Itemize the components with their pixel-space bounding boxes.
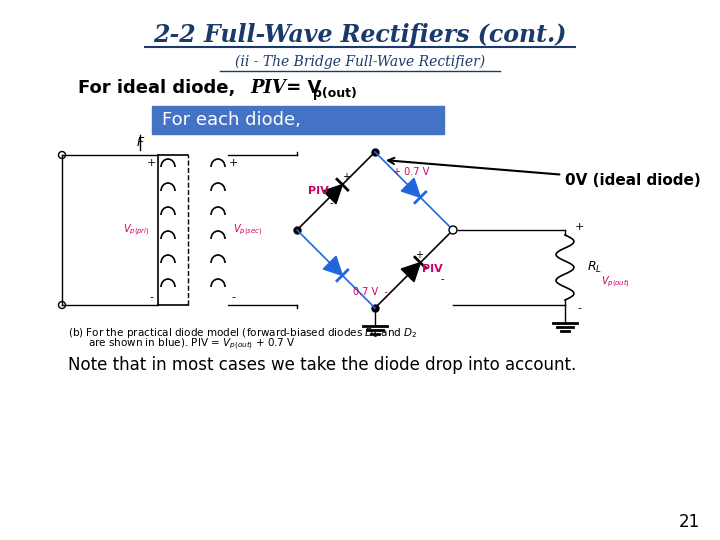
Text: +: + — [342, 172, 350, 182]
Text: = V: = V — [280, 79, 321, 97]
Text: $V_{p(out)}$: $V_{p(out)}$ — [601, 275, 630, 290]
Text: PIV: PIV — [307, 186, 328, 196]
Text: -: - — [149, 292, 153, 302]
Text: are shown in blue). PIV = $V_{p(out)}$ + 0.7 V: are shown in blue). PIV = $V_{p(out)}$ +… — [88, 336, 295, 352]
Text: F: F — [136, 137, 143, 150]
Text: 0.7 V  -: 0.7 V - — [353, 287, 387, 297]
Polygon shape — [323, 256, 343, 275]
Polygon shape — [401, 262, 420, 282]
Text: Note that in most cases we take the diode drop into account.: Note that in most cases we take the diod… — [68, 356, 576, 374]
Text: 0V (ideal diode): 0V (ideal diode) — [388, 158, 701, 188]
Text: +: + — [575, 222, 584, 232]
Text: PIV: PIV — [422, 264, 442, 274]
Text: -: - — [231, 292, 235, 302]
Text: +: + — [415, 250, 423, 260]
Circle shape — [449, 226, 457, 234]
Text: 2-2 Full-Wave Rectifiers (cont.): 2-2 Full-Wave Rectifiers (cont.) — [153, 23, 567, 47]
Polygon shape — [401, 178, 420, 197]
FancyBboxPatch shape — [152, 106, 444, 134]
Text: +: + — [228, 158, 238, 168]
Text: -: - — [329, 198, 333, 208]
Text: $R_L$: $R_L$ — [587, 260, 602, 275]
Text: $V_{p(sec)}$: $V_{p(sec)}$ — [233, 222, 263, 238]
Text: +: + — [146, 158, 156, 168]
Text: $V_{p(pri)}$: $V_{p(pri)}$ — [122, 222, 149, 238]
Text: p(out): p(out) — [313, 86, 357, 99]
Text: 21: 21 — [679, 513, 700, 531]
Text: -: - — [577, 303, 581, 313]
Text: For each diode,: For each diode, — [162, 111, 301, 129]
Text: PIV: PIV — [250, 79, 286, 97]
Text: For ideal diode,: For ideal diode, — [78, 79, 248, 97]
Text: (ii - The Bridge Full-Wave Rectifier): (ii - The Bridge Full-Wave Rectifier) — [235, 55, 485, 69]
Text: + 0.7 V: + 0.7 V — [393, 167, 429, 177]
Text: (b) For the practical diode model (forward-biased diodes $D_1$ and $D_2$: (b) For the practical diode model (forwa… — [68, 326, 418, 340]
Text: -: - — [440, 274, 444, 284]
Polygon shape — [323, 185, 343, 204]
